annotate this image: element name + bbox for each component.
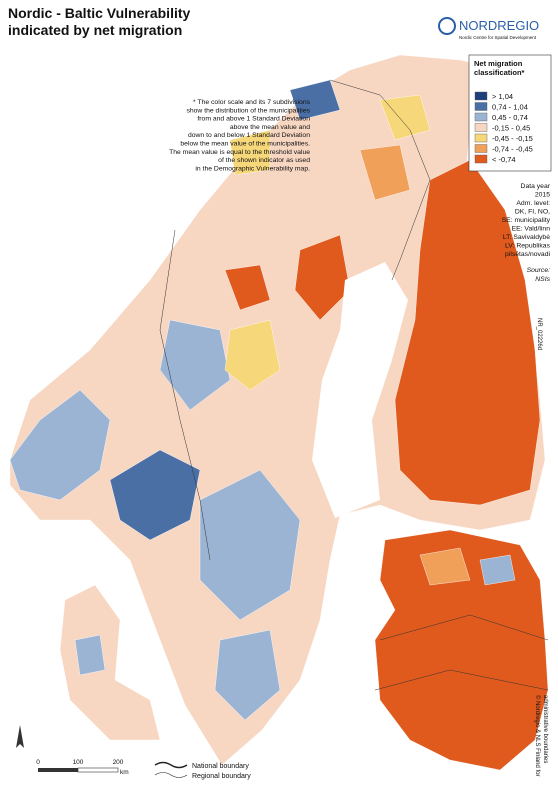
info-line: LV: Republikas — [505, 243, 551, 250]
note-line: The mean value is equal to the threshold… — [169, 149, 310, 156]
note-line: above the mean value and — [230, 124, 310, 131]
region — [229, 129, 271, 176]
note-line: * The color scale and its 7 subdivisions — [193, 99, 311, 106]
boundary-label: National boundary — [192, 763, 249, 770]
legend-swatch — [474, 102, 488, 111]
scale-bar: 0 100 200 km — [36, 759, 128, 776]
map-id: NR_02226d — [536, 318, 542, 350]
region — [9, 389, 111, 501]
region — [224, 319, 281, 391]
national-boundary — [374, 669, 549, 691]
region — [109, 449, 201, 541]
info-line: SE: municipality — [502, 217, 551, 224]
copyright: © Nordregio & NLS Finland for administra… — [534, 695, 548, 776]
region — [394, 159, 541, 506]
legend-label: -0,74 - -0,45 — [492, 145, 533, 154]
region — [419, 547, 471, 586]
gulf-of-bothnia — [312, 262, 408, 518]
title-line: Nordic - Baltic Vulnerability — [8, 5, 191, 21]
legend-swatch — [474, 144, 488, 153]
logo-tagline: Nordic Centre for Spatial Development — [459, 35, 537, 40]
legend-label: > 1,04 — [492, 92, 513, 101]
info-line: pilsētas/novadi — [505, 251, 550, 258]
source-value: NSIs — [535, 276, 550, 283]
legend-swatch — [474, 123, 488, 132]
region — [479, 554, 516, 586]
legend-swatch — [474, 112, 488, 122]
note-line: from and above 1 Standard Deviation — [197, 116, 310, 123]
info-line: LT: Savivaldybė — [503, 234, 550, 241]
note-line: below the mean value of the municipaliti… — [180, 141, 310, 148]
legend-swatch — [474, 154, 488, 164]
scale-label: 100 — [73, 759, 84, 766]
national-boundary — [159, 229, 211, 561]
copyright-line: administrative boundaries — [542, 695, 548, 763]
legend-label: -0,45 - -0,15 — [492, 134, 533, 143]
title-line: indicated by net migration — [8, 22, 182, 38]
note: * The color scale and its 7 subdivisions… — [169, 99, 311, 172]
land — [9, 54, 546, 766]
note-line: down to and below 1 Standard Deviation — [188, 132, 310, 139]
scale-label: 0 — [36, 759, 40, 766]
region — [289, 79, 341, 121]
legend-title: Net migration — [474, 59, 523, 68]
info-line: DK, FI, NO, — [515, 209, 550, 216]
baltic-states — [374, 529, 549, 771]
region — [199, 469, 301, 621]
legend-swatch — [474, 91, 488, 101]
logo-mark — [438, 17, 456, 35]
boundary-label: Regional boundary — [192, 773, 251, 780]
map — [9, 54, 549, 771]
region — [214, 629, 281, 721]
info-line: EE: Vald/linn — [512, 226, 551, 233]
info-line: Adm. level: — [516, 200, 550, 207]
denmark — [59, 584, 161, 741]
info-line: 2015 — [535, 192, 550, 199]
note-line: show the distribution of the municipalit… — [186, 107, 310, 114]
legend-label: -0,15 - 0,45 — [492, 124, 530, 133]
source-label: Source: — [527, 267, 551, 274]
national-boundary — [329, 79, 431, 281]
region — [359, 144, 411, 201]
legend-title: classification* — [474, 68, 525, 77]
logo: NORDREGIO Nordic Centre for Spatial Deve… — [438, 17, 539, 40]
note-line: in the Demographic Vulnerability map. — [195, 165, 310, 172]
note-line: of the shown indicator as used — [218, 157, 310, 164]
boundary-swatch — [154, 761, 188, 769]
copyright-line: © Nordregio & NLS Finland for — [534, 695, 541, 776]
region — [379, 94, 431, 141]
title: Nordic - Baltic Vulnerability indicated … — [8, 5, 191, 38]
legend-swatch — [474, 133, 488, 143]
scale-label: 200 — [113, 759, 124, 766]
boundary-swatch — [154, 772, 188, 778]
north-arrow — [16, 725, 24, 748]
info-line: Data year — [521, 183, 551, 190]
region — [224, 264, 271, 311]
scale-unit: km — [120, 769, 129, 776]
logo-name: NORDREGIO — [459, 18, 539, 33]
region — [159, 319, 231, 411]
legend-label: 0,74 - 1,04 — [492, 103, 528, 112]
national-boundary — [379, 614, 549, 641]
region — [294, 234, 351, 321]
boundary-legend: National boundary Regional boundary — [154, 761, 251, 780]
region — [74, 634, 106, 676]
legend-label: 0,45 - 0,74 — [492, 113, 528, 122]
legend-label: < -0,74 — [492, 155, 516, 164]
